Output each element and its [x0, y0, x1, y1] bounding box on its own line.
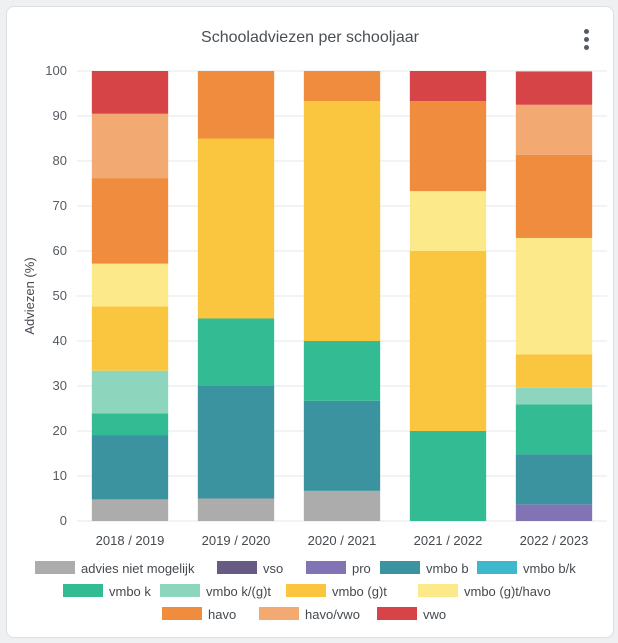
bar-segment[interactable] [515, 237, 593, 355]
bar-segment[interactable] [91, 499, 169, 521]
stacked-bar-chart: 0 10 20 30 40 50 60 70 80 90 100 Adviezen (%) 2018 /… [22, 63, 607, 622]
y-tick-label: 20 [53, 423, 67, 438]
y-tick-label: 100 [45, 63, 67, 78]
legend-swatch[interactable] [63, 584, 103, 597]
bar-segment[interactable] [91, 306, 169, 371]
legend-label[interactable]: havo [208, 607, 236, 622]
legend-label[interactable]: vwo [423, 607, 446, 622]
bar-segment[interactable] [197, 386, 275, 499]
legend-label[interactable]: vmbo (g)t/havo [464, 584, 551, 599]
bar-segment[interactable] [515, 404, 593, 455]
chart-title: Schooladviezen per schooljaar [201, 29, 419, 46]
bar-segment[interactable] [515, 454, 593, 505]
y-tick-label: 60 [53, 243, 67, 258]
x-tick-label: 2022 / 2023 [520, 533, 589, 548]
x-tick-label: 2018 / 2019 [96, 533, 165, 548]
bar-segment[interactable] [409, 191, 487, 251]
legend-swatch[interactable] [217, 561, 257, 574]
bar-segment[interactable] [409, 431, 487, 521]
legend-label[interactable]: vso [263, 561, 283, 576]
legend-swatch[interactable] [259, 607, 299, 620]
legend-label[interactable]: vmbo k [109, 584, 151, 599]
y-tick-label: 80 [53, 153, 67, 168]
x-tick-label: 2020 / 2021 [308, 533, 377, 548]
legend-label[interactable]: havo/vwo [305, 607, 360, 622]
bar-segment[interactable] [197, 318, 275, 387]
y-tick-label: 30 [53, 378, 67, 393]
legend-label[interactable]: vmbo k/(g)t [206, 584, 271, 599]
y-tick-label: 90 [53, 108, 67, 123]
bar-segment[interactable] [91, 178, 169, 264]
y-tick-label: 0 [60, 513, 67, 528]
x-tick-label: 2021 / 2022 [414, 533, 483, 548]
more-options-icon[interactable] [583, 29, 591, 51]
bar-segment[interactable] [409, 71, 487, 102]
bar-segment[interactable] [197, 498, 275, 522]
bar-segment[interactable] [303, 341, 381, 401]
bar-segment[interactable] [303, 490, 381, 521]
legend-swatch[interactable] [477, 561, 517, 574]
chart-card: Schooladviezen per schooljaar 0 10 20 30 40 5… [6, 6, 614, 638]
bar-segment[interactable] [91, 370, 169, 414]
bar-segment[interactable] [303, 101, 381, 342]
bar-segment[interactable] [91, 435, 169, 500]
bar-segment[interactable] [515, 504, 593, 521]
bar-segment[interactable] [303, 400, 381, 491]
legend-swatch[interactable] [35, 561, 75, 574]
bar-segment[interactable] [515, 387, 593, 405]
bar-segment[interactable] [515, 354, 593, 388]
bar-segment[interactable] [91, 71, 169, 114]
bar-segment[interactable] [91, 263, 169, 307]
bar-segment[interactable] [409, 251, 487, 431]
legend-label[interactable]: pro [352, 561, 371, 576]
bar-segment[interactable] [515, 71, 593, 105]
legend-swatch[interactable] [160, 584, 200, 597]
y-tick-label: 10 [53, 468, 67, 483]
y-tick-label: 40 [53, 333, 67, 348]
legend-label[interactable]: vmbo b/k [523, 561, 576, 576]
legend-swatch[interactable] [377, 607, 417, 620]
bar-segment[interactable] [515, 154, 593, 238]
legend-swatch[interactable] [380, 561, 420, 574]
legend-label[interactable]: vmbo (g)t [332, 584, 387, 599]
legend-label[interactable]: advies niet mogelijk [81, 561, 195, 576]
bar-segment[interactable] [303, 71, 381, 102]
y-axis-label: Adviezen (%) [22, 257, 37, 334]
legend-swatch[interactable] [306, 561, 346, 574]
x-tick-label: 2019 / 2020 [202, 533, 271, 548]
bar-segment[interactable] [91, 113, 169, 179]
y-tick-label: 70 [53, 198, 67, 213]
bar-segment[interactable] [197, 71, 275, 139]
bar-segment[interactable] [515, 104, 593, 155]
legend-swatch[interactable] [286, 584, 326, 597]
bar-segment[interactable] [409, 101, 487, 192]
legend-label[interactable]: vmbo b [426, 561, 469, 576]
bar-segment[interactable] [91, 413, 169, 436]
legend-swatch[interactable] [418, 584, 458, 597]
legend-swatch[interactable] [162, 607, 202, 620]
bar-segment[interactable] [197, 138, 275, 319]
y-tick-label: 50 [53, 288, 67, 303]
